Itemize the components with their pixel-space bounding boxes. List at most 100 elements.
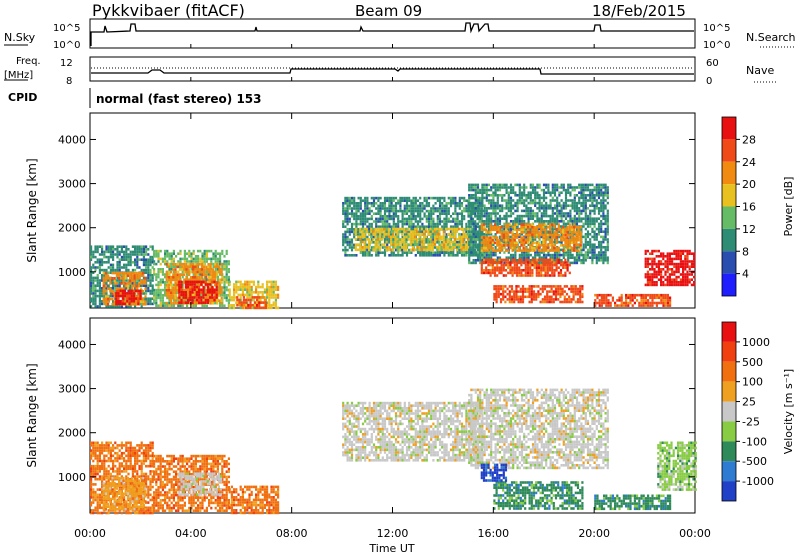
nsky-panel-frame — [89, 18, 696, 49]
power-colorbar-tick-4: 20 — [742, 178, 756, 191]
freq-tick-top: 12 — [60, 58, 73, 69]
power-colorbar-tick-3: 16 — [742, 201, 756, 214]
velocity-colorbar-swatch-0 — [722, 322, 736, 342]
velocity-region-1 — [102, 476, 147, 511]
power-y-axis-label: Slant Range [km] — [25, 158, 39, 262]
x-tick-label-5: 20:00 — [578, 527, 610, 540]
velocity-colorbar-tick-4: -25 — [742, 415, 760, 428]
x-tick-label-0: 00:00 — [74, 527, 106, 540]
velocity-colorbar-tick-3: 25 — [742, 396, 756, 409]
velocity-colorbar-tick-0: 1000 — [742, 336, 770, 349]
beam-label: Beam 09 — [355, 2, 422, 20]
power-colorbar-swatch-7 — [722, 273, 736, 296]
velocity-data-cells — [90, 388, 697, 515]
velocity-ytick-label-0: 1000 — [58, 471, 86, 484]
power-colorbar-swatch-0 — [722, 117, 736, 140]
x-axis-label: Time UT — [368, 542, 414, 554]
velocity-colorbar-tick-7: -1000 — [742, 475, 774, 488]
velocity-region-6 — [468, 388, 609, 470]
power-colorbar-tick-6: 28 — [742, 133, 756, 146]
power-colorbar: 4 8 12 16 20 24 28 Power [dB] — [721, 116, 795, 297]
velocity-colorbar: 1000 500 100 25 -25 -100 -500 -1000 Velocity [m … — [721, 321, 795, 502]
nsearch-tick-top: 10^5 — [703, 23, 730, 34]
power-region-2 — [115, 289, 142, 306]
power-region-13 — [493, 285, 584, 304]
freq-trace — [91, 68, 694, 75]
power-colorbar-swatch-2 — [722, 161, 736, 185]
velocity-region-4 — [228, 485, 280, 515]
nave-label: Nave — [746, 64, 774, 77]
freq-label: Freq. — [16, 56, 41, 67]
power-colorbar-swatch-1 — [722, 139, 736, 162]
velocity-region-8 — [480, 463, 508, 482]
x-tick-label-1: 04:00 — [175, 527, 207, 540]
velocity-colorbar-tick-2: 100 — [742, 376, 763, 389]
power-panel: 1000 2000 3000 4000 Slant Range [km] 4 8 12 16 20… — [25, 112, 795, 310]
velocity-colorbar-swatch-5 — [722, 421, 736, 442]
cpid-text: normal (fast stereo) 153 — [96, 92, 262, 106]
velocity-ytick-label-2: 3000 — [58, 383, 86, 396]
velocity-colorbar-swatch-3 — [722, 381, 736, 402]
velocity-colorbar-tick-6: -500 — [742, 455, 767, 468]
velocity-ytick-label-3: 4000 — [58, 338, 86, 351]
nsky-tick-bottom: 10^0 — [53, 40, 80, 51]
velocity-colorbar-swatch-8 — [722, 481, 736, 501]
power-region-15 — [644, 249, 696, 287]
nave-tick-top: 60 — [706, 58, 719, 69]
velocity-colorbar-swatch-2 — [722, 361, 736, 382]
x-tick-label-6: 00:00 — [679, 527, 711, 540]
cpid-label: CPID — [8, 91, 37, 104]
power-region-6 — [228, 280, 280, 310]
power-colorbar-tick-5: 24 — [742, 156, 756, 169]
nsearch-tick-bottom: 10^0 — [703, 40, 730, 51]
power-region-5 — [178, 280, 218, 304]
nsky-label: N.Sky — [4, 31, 36, 44]
nsky-trace — [90, 22, 694, 46]
velocity-region-5 — [342, 401, 483, 462]
velocity-region-9 — [594, 494, 672, 511]
time-axis: 00:00 04:00 08:00 12:00 16:00 20:00 00:00 — [74, 44, 711, 540]
velocity-colorbar-swatch-4 — [722, 401, 736, 422]
velocity-colorbar-swatch-6 — [722, 441, 736, 462]
velocity-colorbar-label: Velocity [m s⁻¹] — [782, 369, 795, 454]
velocity-ytick-label-1: 2000 — [58, 427, 86, 440]
station-title: Pykkvibaer (fitACF) — [92, 1, 245, 20]
power-region-11 — [480, 223, 582, 252]
power-colorbar-swatch-4 — [722, 206, 736, 229]
freq-unit-label: [MHz] — [4, 70, 33, 81]
power-ytick-label-2: 3000 — [58, 178, 86, 191]
x-tick-label-4: 16:00 — [477, 527, 509, 540]
nsearch-label: N.Search — [746, 31, 796, 44]
power-colorbar-swatch-3 — [722, 184, 736, 207]
velocity-region-10 — [657, 441, 697, 491]
power-colorbar-label: Power [dB] — [782, 177, 795, 237]
power-region-9 — [354, 227, 470, 252]
freq-tick-bottom: 8 — [66, 76, 72, 87]
velocity-colorbar-swatch-1 — [722, 341, 736, 362]
power-ytick-label-3: 4000 — [58, 133, 86, 146]
power-colorbar-tick-2: 12 — [742, 223, 756, 236]
power-data-cells — [90, 183, 696, 310]
power-region-12 — [480, 258, 571, 277]
power-ytick-label-0: 1000 — [58, 266, 86, 279]
nsky-tick-top: 10^5 — [53, 23, 80, 34]
power-region-14 — [594, 293, 672, 307]
nave-tick-bottom: 0 — [706, 76, 712, 87]
power-colorbar-tick-1: 8 — [742, 245, 749, 258]
power-colorbar-tick-0: 4 — [742, 268, 749, 281]
date-label: 18/Feb/2015 — [592, 2, 686, 20]
power-ytick-label-1: 2000 — [58, 222, 86, 235]
velocity-colorbar-tick-5: -100 — [742, 435, 767, 448]
velocity-region-7 — [493, 481, 584, 510]
velocity-colorbar-swatch-7 — [722, 461, 736, 482]
power-colorbar-swatch-6 — [722, 251, 736, 274]
velocity-colorbar-tick-1: 500 — [742, 356, 763, 369]
velocity-y-axis-label: Slant Range [km] — [25, 363, 39, 467]
velocity-region-3 — [178, 472, 223, 496]
x-tick-label-2: 08:00 — [276, 527, 308, 540]
power-region-7 — [236, 296, 267, 310]
x-tick-label-3: 12:00 — [377, 527, 409, 540]
